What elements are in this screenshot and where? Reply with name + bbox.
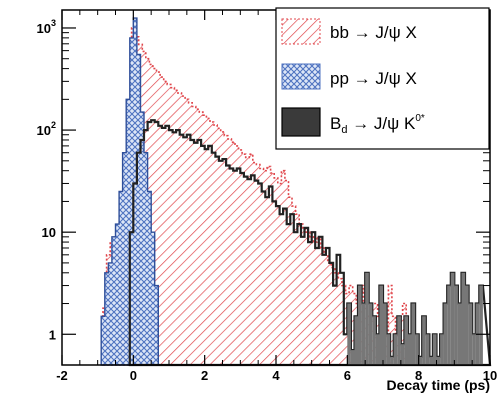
y-tick-label: 102	[37, 120, 56, 138]
series-bd-tail-bin	[354, 316, 359, 365]
x-tick-label: 10	[483, 368, 497, 383]
series-bd-tail-bin	[468, 303, 473, 365]
series-bd-tail-bin	[411, 303, 416, 365]
series-bd-tail-bin	[454, 285, 458, 365]
y-tick-label: 10	[42, 225, 56, 240]
x-tick-label: 8	[415, 368, 422, 383]
x-tick-label: 2	[201, 368, 208, 383]
series-bd-tail-bin	[400, 344, 405, 365]
series-bd-tail-bin	[404, 316, 408, 365]
series-bd-tail-bin	[440, 334, 444, 365]
series-bd-tail-bin	[457, 303, 462, 365]
y-tick-label: 103	[37, 18, 56, 36]
series-bd-tail-bin	[358, 285, 362, 365]
series-bd-tail-bin	[472, 334, 476, 365]
series-bd-tail-bin	[418, 356, 423, 365]
series-bd-tail-bin	[372, 316, 376, 365]
series-bd-tail-bin	[408, 334, 412, 365]
x-axis: -2 0 2 4 6 8 10	[56, 10, 497, 383]
series-bd-tail-bin	[386, 334, 391, 365]
series-bd-tail-bin	[368, 303, 373, 365]
series-bd-tail-bin	[350, 350, 355, 365]
legend-label-bd: Bd → J/ψ K0*	[330, 113, 425, 136]
legend-entry-bd: Bd → J/ψ K0*	[281, 107, 425, 137]
legend-label-pp: pp → J/ψ X	[330, 69, 417, 88]
legend-entry-pp: pp → J/ψ X	[281, 63, 417, 90]
series-bd-tail-bin	[432, 334, 437, 365]
series-bd-tail-bin	[422, 316, 426, 365]
legend-label-bb: bb → J/ψ X	[330, 23, 417, 42]
series-bd-tail-bin	[361, 303, 366, 365]
legend-swatch-bb	[281, 18, 321, 45]
series-bd-tail-bin	[425, 334, 430, 365]
histogram-series	[100, 17, 492, 367]
series-bd-tail-bin	[447, 285, 451, 365]
series-bd-tail-bin	[379, 285, 383, 365]
series-bd-tail-bin	[429, 356, 433, 365]
series-bd-tail-bin	[390, 356, 394, 365]
x-tick-label: 4	[272, 368, 280, 383]
x-tick-label: -2	[56, 368, 68, 383]
series-pp	[100, 17, 159, 366]
x-tick-label: 0	[130, 368, 137, 383]
series-bd-tail-bin	[436, 356, 441, 365]
series-bd-tail-bin	[465, 285, 469, 365]
series-bd-tail-bin	[450, 272, 455, 365]
legend: bb → J/ψ X pp → J/ψ X Bd → J/ψ K0*	[275, 7, 490, 150]
series-bd-tail-bin	[461, 272, 466, 365]
legend-entry-bb: bb → J/ψ X	[281, 18, 417, 45]
series-bd-tail-bin	[443, 303, 448, 365]
series-bd-tail-bin	[383, 303, 387, 365]
x-axis-title: Decay time (ps)	[387, 377, 490, 393]
series-bd-tail-bin	[397, 316, 401, 365]
legend-swatch-pp	[281, 63, 321, 90]
legend-swatch-bd	[281, 107, 321, 137]
y-tick-label: 1	[49, 327, 56, 342]
series-bd-tail-bin	[393, 334, 398, 365]
x-tick-label: 6	[344, 368, 351, 383]
series-bd-tail-bin	[375, 334, 380, 365]
series-bd-tail-bin	[415, 334, 419, 365]
series-bd-tail-bin	[479, 285, 483, 365]
series-bd-tail-bin	[365, 272, 369, 365]
series-bd-tail-bin	[347, 303, 351, 365]
